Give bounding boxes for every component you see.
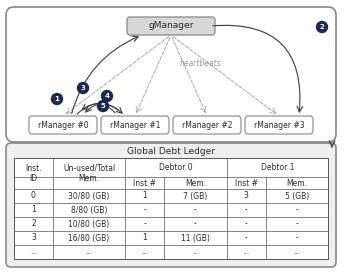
Text: 10/80 (GB): 10/80 (GB)	[69, 220, 110, 228]
Text: ...: ...	[85, 248, 93, 256]
Text: gManager: gManager	[148, 21, 194, 30]
Text: 8/80 (GB): 8/80 (GB)	[71, 206, 107, 215]
FancyBboxPatch shape	[29, 116, 97, 134]
Text: 3: 3	[81, 85, 85, 91]
Text: Global Debt Ledger: Global Debt Ledger	[127, 147, 215, 156]
Text: -: -	[144, 220, 146, 228]
Text: Un-used/Total
Mem.: Un-used/Total Mem.	[63, 164, 115, 183]
FancyBboxPatch shape	[173, 116, 241, 134]
Circle shape	[52, 94, 63, 104]
Text: 2: 2	[320, 24, 325, 30]
FancyBboxPatch shape	[127, 17, 215, 35]
Text: -: -	[194, 206, 197, 215]
Text: 1: 1	[55, 96, 60, 102]
Text: Mem.: Mem.	[286, 178, 307, 187]
Text: rManager #1: rManager #1	[110, 120, 160, 129]
Text: ...: ...	[192, 248, 199, 256]
Text: -: -	[245, 233, 247, 243]
Text: -: -	[245, 206, 247, 215]
FancyBboxPatch shape	[6, 143, 336, 267]
Text: -: -	[295, 206, 298, 215]
Text: Inst #: Inst #	[235, 178, 258, 187]
Circle shape	[78, 82, 89, 94]
Text: heartbeats: heartbeats	[180, 58, 222, 67]
Text: 4: 4	[104, 93, 109, 99]
FancyBboxPatch shape	[6, 7, 336, 142]
Text: ...: ...	[293, 248, 300, 256]
Circle shape	[101, 91, 112, 101]
Text: 16/80 (GB): 16/80 (GB)	[69, 233, 110, 243]
Text: 1: 1	[31, 206, 36, 215]
Text: 5 (GB): 5 (GB)	[285, 191, 309, 200]
Text: 3: 3	[31, 233, 36, 243]
Text: ...: ...	[30, 248, 37, 256]
Bar	[14, 158, 328, 259]
Text: -: -	[245, 220, 247, 228]
Text: 11 (GB): 11 (GB)	[181, 233, 210, 243]
Text: rManager #2: rManager #2	[182, 120, 232, 129]
Text: Debtor 1: Debtor 1	[261, 163, 294, 172]
Text: -: -	[194, 220, 197, 228]
Text: 3: 3	[244, 191, 248, 200]
Circle shape	[98, 100, 109, 112]
Text: ...: ...	[141, 248, 148, 256]
Text: 0: 0	[31, 191, 36, 200]
Text: Debtor 0: Debtor 0	[159, 163, 193, 172]
FancyBboxPatch shape	[101, 116, 169, 134]
Text: 5: 5	[101, 103, 106, 109]
Circle shape	[317, 21, 328, 32]
Text: 1: 1	[143, 191, 147, 200]
Text: -: -	[144, 206, 146, 215]
Text: rManager #3: rManager #3	[254, 120, 304, 129]
Text: 30/80 (GB): 30/80 (GB)	[69, 191, 110, 200]
FancyBboxPatch shape	[245, 116, 313, 134]
Text: Mem.: Mem.	[185, 178, 206, 187]
Text: Inst.
ID: Inst. ID	[25, 164, 42, 183]
Text: 1: 1	[143, 233, 147, 243]
Text: 7 (GB): 7 (GB)	[183, 191, 208, 200]
Text: rManager #0: rManager #0	[38, 120, 88, 129]
Text: ...: ...	[243, 248, 250, 256]
Text: 2: 2	[31, 220, 36, 228]
Text: Inst #: Inst #	[133, 178, 156, 187]
Text: -: -	[295, 233, 298, 243]
Text: -: -	[295, 220, 298, 228]
